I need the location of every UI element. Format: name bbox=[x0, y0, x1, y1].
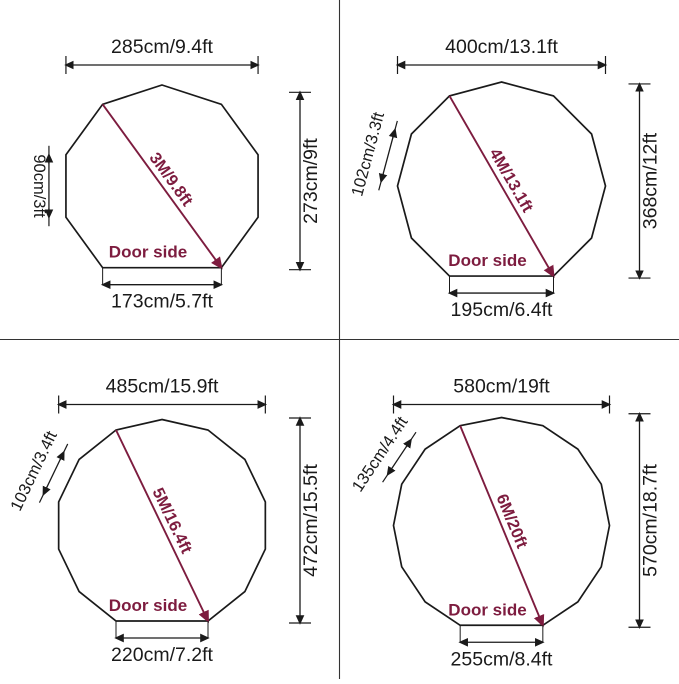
svg-text:Door side: Door side bbox=[448, 251, 526, 270]
svg-text:102cm/3.3ft: 102cm/3.3ft bbox=[348, 110, 388, 198]
svg-text:103cm/3.4ft: 103cm/3.4ft bbox=[7, 428, 61, 514]
svg-text:285cm/9.4ft: 285cm/9.4ft bbox=[111, 36, 213, 58]
svg-text:570cm/18.7ft: 570cm/18.7ft bbox=[640, 464, 662, 577]
svg-text:195cm/6.4ft: 195cm/6.4ft bbox=[451, 299, 553, 321]
svg-text:368cm/12ft: 368cm/12ft bbox=[640, 132, 662, 229]
svg-text:90cm/3ft: 90cm/3ft bbox=[30, 154, 48, 218]
svg-text:400cm/13.1ft: 400cm/13.1ft bbox=[445, 36, 558, 58]
svg-text:255cm/8.4ft: 255cm/8.4ft bbox=[451, 648, 553, 670]
svg-text:580cm/19ft: 580cm/19ft bbox=[453, 376, 550, 398]
svg-text:3M/9.8ft: 3M/9.8ft bbox=[146, 149, 197, 210]
svg-text:6M/20ft: 6M/20ft bbox=[492, 492, 531, 552]
svg-text:4M/13.1ft: 4M/13.1ft bbox=[486, 145, 537, 216]
svg-text:Door side: Door side bbox=[448, 600, 526, 619]
svg-text:Door side: Door side bbox=[109, 243, 187, 262]
svg-text:173cm/5.7ft: 173cm/5.7ft bbox=[111, 291, 213, 313]
svg-text:Door side: Door side bbox=[109, 596, 187, 615]
svg-text:472cm/15.5ft: 472cm/15.5ft bbox=[300, 464, 322, 577]
svg-text:485cm/15.9ft: 485cm/15.9ft bbox=[106, 376, 219, 398]
svg-text:273cm/9ft: 273cm/9ft bbox=[300, 138, 322, 224]
svg-text:220cm/7.2ft: 220cm/7.2ft bbox=[111, 644, 213, 666]
